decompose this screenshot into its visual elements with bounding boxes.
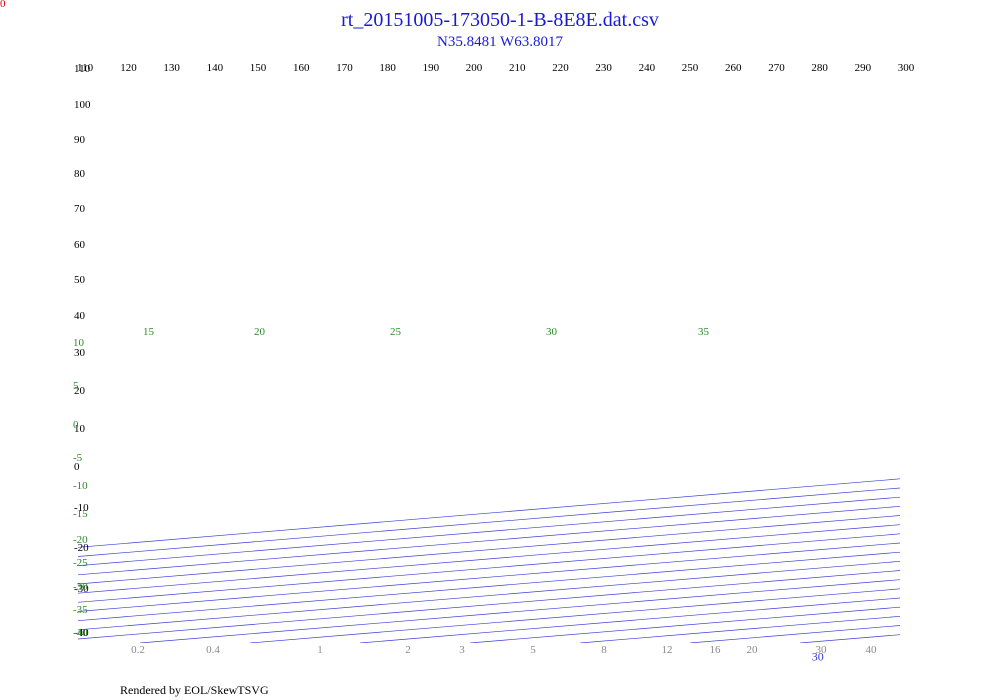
theta-top-label: 300 bbox=[898, 62, 915, 74]
theta-top-label: 160 bbox=[293, 62, 310, 74]
theta-left-label: 0 bbox=[74, 461, 80, 473]
mixing-ratio-label: 3 bbox=[459, 644, 465, 656]
theta-left-label: 30 bbox=[74, 347, 86, 359]
theta-top-label: 110 bbox=[77, 62, 94, 74]
mixing-ratio-label: 1 bbox=[317, 644, 323, 656]
theta-top-label: 120 bbox=[120, 62, 137, 74]
theta-e-left-label: 10 bbox=[73, 337, 85, 349]
theta-e-left-label: -15 bbox=[73, 508, 88, 520]
theta-top-label: 210 bbox=[509, 62, 526, 74]
theta-top-label: 200 bbox=[466, 62, 483, 74]
isotherm-line bbox=[78, 533, 900, 603]
theta-top-label: 240 bbox=[639, 62, 656, 74]
title-block: rt_20151005-173050-1-B-8E8E.dat.csv N35.… bbox=[0, 8, 1000, 52]
isotherm-line bbox=[78, 478, 900, 548]
theta-e-left-label: -30 bbox=[73, 581, 88, 593]
mixing-ratio-label: 12 bbox=[662, 644, 673, 656]
render-credit: Rendered by EOL/SkewTSVG bbox=[120, 683, 269, 697]
isotherm-line bbox=[78, 524, 900, 594]
theta-left-label: 60 bbox=[74, 239, 86, 251]
theta-top-label: 170 bbox=[336, 62, 353, 74]
grid-lines bbox=[78, 70, 1000, 643]
isotherm-line bbox=[78, 487, 900, 557]
theta-e-left-label: -25 bbox=[73, 557, 88, 569]
theta-top-label: 220 bbox=[552, 62, 569, 74]
theta-left-label: -20 bbox=[74, 542, 89, 554]
theta-e-left-label: -20 bbox=[73, 534, 88, 546]
theta-e-left-label: 0 bbox=[73, 419, 79, 431]
mixing-ratio-label: 20 bbox=[747, 644, 759, 656]
isotherm-line bbox=[78, 560, 900, 631]
theta-top-label: 130 bbox=[163, 62, 180, 74]
theta-left-label: 10 bbox=[74, 423, 86, 435]
isotherm-label: 30 bbox=[812, 650, 824, 664]
mixing-ratio-label: 16 bbox=[710, 644, 722, 656]
theta-e-left-label: 5 bbox=[73, 380, 79, 392]
theta-left-label: 70 bbox=[74, 203, 86, 215]
theta-e-left-label: -5 bbox=[73, 452, 83, 464]
theta-left-label: -40 bbox=[74, 627, 89, 639]
isotherm-line bbox=[799, 634, 900, 643]
theta-e-left-label: -10 bbox=[73, 480, 88, 492]
theta-e-top-label: 25 bbox=[390, 326, 402, 338]
mixing-ratio-label: 5 bbox=[530, 644, 536, 656]
isotherm-line bbox=[78, 505, 900, 576]
theta-e-top-label: 30 bbox=[546, 326, 558, 338]
theta-left-label: -10 bbox=[74, 502, 89, 514]
theta-left-label: 40 bbox=[74, 310, 86, 322]
mixing-ratio-label: 2 bbox=[405, 644, 411, 656]
theta-top-label: 150 bbox=[250, 62, 267, 74]
theta-left-label: 100 bbox=[74, 99, 91, 111]
theta-e-top-label: 15 bbox=[143, 326, 155, 338]
theta-left-label: 110 bbox=[74, 63, 91, 75]
theta-e-top-label: 20 bbox=[254, 326, 266, 338]
theta-left-label: 90 bbox=[74, 134, 86, 146]
theta-left-label: 80 bbox=[74, 168, 86, 180]
isotherm-line bbox=[139, 579, 900, 643]
theta-top-label: 260 bbox=[725, 62, 742, 74]
corner-label: 0 bbox=[0, 0, 6, 10]
mixing-ratio-label: 30 bbox=[816, 644, 828, 656]
theta-top-label: 140 bbox=[207, 62, 224, 74]
theta-left-label: -30 bbox=[74, 583, 89, 595]
theta-top-label: 230 bbox=[595, 62, 612, 74]
isotherm-line bbox=[78, 542, 900, 612]
theta-top-label: 190 bbox=[423, 62, 440, 74]
isotherm-line bbox=[78, 496, 900, 567]
isotherm-line bbox=[910, 70, 1000, 643]
theta-e-top-label: 35 bbox=[698, 326, 710, 338]
isotherm-line bbox=[359, 597, 900, 643]
theta-top-label: 250 bbox=[682, 62, 699, 74]
theta-e-left-label: -35 bbox=[73, 604, 88, 616]
isotherm-line bbox=[78, 515, 900, 585]
mixing-ratio-label: 0.4 bbox=[206, 644, 220, 656]
theta-e-left-label: -40 bbox=[73, 627, 88, 639]
theta-top-label: 290 bbox=[855, 62, 872, 74]
mixing-ratio-label: 8 bbox=[601, 644, 607, 656]
isotherm-line bbox=[579, 615, 900, 643]
mixing-ratio-label: 40 bbox=[866, 644, 878, 656]
mixing-ratio-label: 0.2 bbox=[131, 644, 145, 656]
chart-title: rt_20151005-173050-1-B-8E8E.dat.csv bbox=[341, 9, 659, 31]
theta-top-label: 270 bbox=[768, 62, 785, 74]
theta-left-label: 50 bbox=[74, 274, 86, 286]
grid-labels: 1002003004005006007008009001000-100-90-8… bbox=[73, 62, 915, 664]
theta-top-label: 180 bbox=[379, 62, 396, 74]
isotherm-line bbox=[78, 551, 900, 622]
chart-subtitle: N35.8481 W63.8017 bbox=[437, 34, 563, 50]
theta-left-label: 20 bbox=[74, 385, 86, 397]
theta-top-label: 280 bbox=[811, 62, 828, 74]
